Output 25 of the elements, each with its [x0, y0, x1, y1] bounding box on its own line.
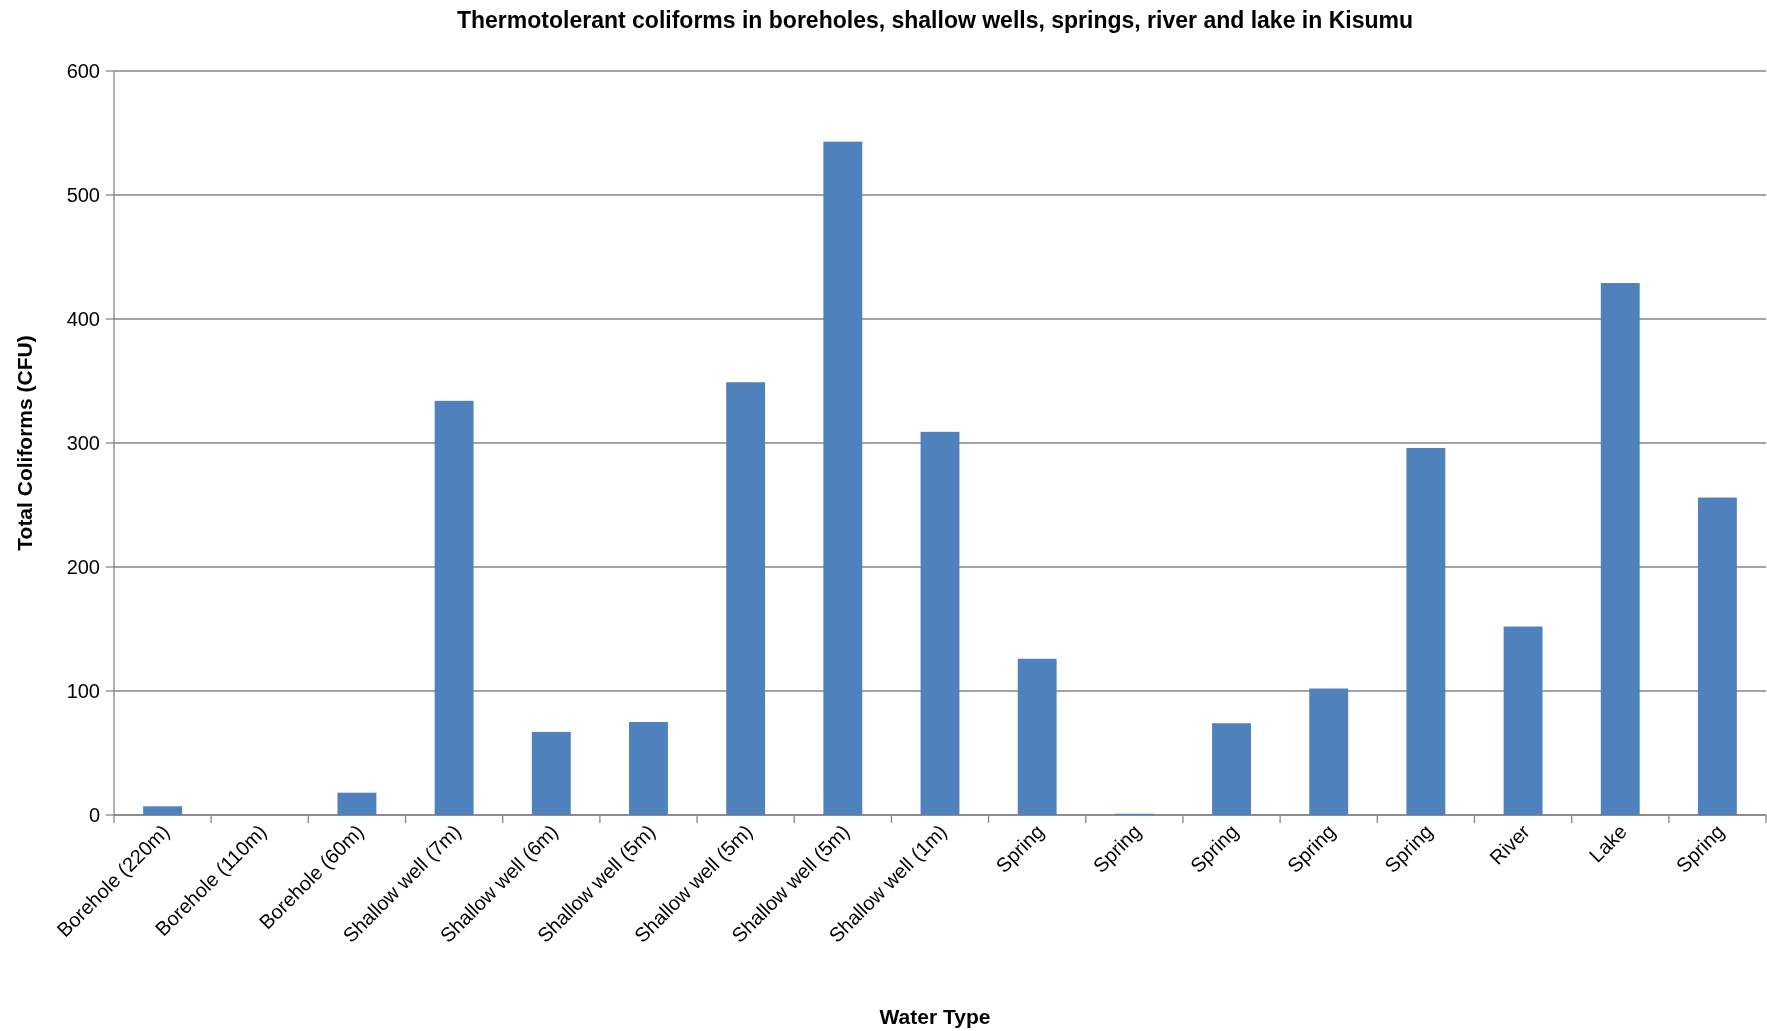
bar — [531, 731, 571, 815]
bar — [1212, 723, 1251, 815]
y-tick-label: 600 — [66, 60, 100, 82]
bar — [1017, 658, 1057, 815]
x-axis-title: Water Type — [879, 1005, 991, 1028]
y-tick-label: 0 — [88, 804, 100, 826]
bar — [337, 792, 377, 815]
bar — [629, 722, 668, 815]
bar — [726, 382, 766, 815]
bar — [1503, 626, 1543, 815]
bar — [1600, 283, 1640, 815]
bar — [920, 431, 960, 815]
bar — [143, 806, 183, 815]
bar — [1697, 497, 1737, 815]
chart-title: Thermotolerant coliforms in boreholes, shallow wells, springs, river and lake in Kisumu — [456, 7, 1414, 33]
bar — [1309, 688, 1349, 815]
bar — [434, 400, 474, 815]
y-tick-label: 200 — [66, 556, 100, 578]
y-axis-title: Total Coliforms (CFU) — [13, 335, 36, 551]
y-tick-label: 500 — [66, 184, 100, 206]
bar — [823, 141, 863, 815]
bar — [1406, 447, 1446, 815]
y-tick-label: 400 — [66, 308, 100, 330]
y-tick-label: 300 — [66, 432, 100, 454]
y-tick-label: 100 — [66, 680, 100, 702]
